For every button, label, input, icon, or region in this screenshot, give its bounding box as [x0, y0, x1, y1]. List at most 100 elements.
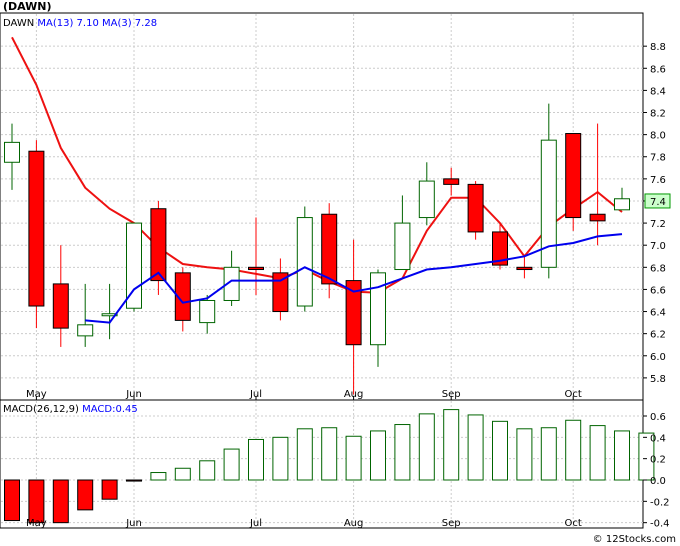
candle-body-down	[321, 213, 338, 285]
price-y-tick-label: 6.4	[650, 308, 666, 319]
macd-bar	[467, 414, 484, 481]
watermark: © 12Stocks.com	[593, 534, 676, 545]
macd-bar	[565, 419, 582, 481]
price-y-tick-label: 8.0	[650, 131, 666, 142]
candle	[150, 200, 167, 295]
candle-body-up	[394, 222, 411, 271]
candle-body-down	[28, 150, 45, 307]
price-x-label: Jul	[249, 389, 262, 400]
candle	[321, 203, 338, 299]
candle-body-down	[150, 208, 167, 282]
last-price-box	[644, 193, 671, 209]
macd-bar	[272, 436, 289, 481]
price-panel: DAWN MA(13) 7.10 MA(3) 7.28 5.8 6.0 6.2 6.4…	[0, 12, 671, 401]
price-y-tick-label: 7.8	[650, 153, 666, 164]
price-x-label: Jun	[125, 389, 142, 400]
candle	[101, 283, 118, 340]
candle	[540, 103, 557, 279]
price-y-tick-label: 6.6	[650, 285, 666, 296]
price-legend-text: DAWN MA(13) 7.10 MA(3) 7.28	[3, 18, 157, 29]
candle	[345, 239, 362, 395]
candle	[418, 162, 435, 226]
candle-body-up	[370, 272, 386, 346]
candle	[443, 167, 460, 196]
macd-bar	[52, 479, 69, 524]
macd-y-tick-label: 0.4	[650, 433, 666, 444]
candle-body-down	[443, 178, 460, 185]
candle	[492, 223, 508, 270]
candle-body-down	[516, 266, 533, 271]
price-x-label: May	[26, 389, 47, 400]
macd-x-label: Jul	[249, 518, 262, 529]
candle-body-down	[52, 283, 69, 329]
price-y-tick-label: 7.2	[650, 219, 666, 230]
macd-panel: MACD(26,12,9) MACD:0.45 -0.4 -0.2 0.0 0.2…	[0, 399, 670, 530]
macd-x-label: Jun	[125, 518, 142, 529]
ma13-line	[85, 233, 623, 324]
macd-x-label: Aug	[344, 518, 364, 529]
macd-y-tick-label: -0.2	[650, 497, 670, 508]
candle-body-down	[345, 280, 362, 346]
macd-bar	[540, 427, 557, 481]
candle	[394, 195, 411, 271]
legend-item-ma-3-: MA(3) 7.28	[99, 18, 157, 29]
macd-bar	[77, 479, 94, 511]
candle	[467, 181, 484, 240]
macd-bar	[443, 409, 460, 481]
candle	[77, 283, 94, 347]
price-y-tick-label: 6.2	[650, 330, 666, 341]
price-x-label: Oct	[565, 389, 582, 400]
candle	[565, 133, 582, 231]
macd-y-tick-label: -0.4	[650, 519, 670, 530]
macd-bar	[321, 427, 338, 481]
price-y-tick-label: 8.8	[650, 42, 666, 53]
price-y-tick-label: 7.0	[650, 241, 666, 252]
price-x-axis: May Jun Jul Aug Sep Oct	[26, 389, 582, 400]
candle-body-up	[614, 198, 630, 211]
candle-body-up	[223, 266, 240, 301]
macd-x-label: Oct	[565, 518, 582, 529]
macd-x-axis: May Jun Jul Aug Sep Oct	[26, 518, 582, 529]
price-y-tick-label: 8.6	[650, 64, 666, 75]
macd-legend-item: MACD(26,12,9)	[3, 404, 79, 415]
candle-body-down	[174, 272, 191, 321]
candle	[174, 267, 191, 332]
ma3-line	[11, 36, 623, 294]
macd-bar	[614, 430, 630, 481]
candle	[272, 258, 289, 321]
candle	[52, 245, 69, 347]
price-x-label: Aug	[344, 389, 364, 400]
macd-legend-text: MACD(26,12,9) MACD:0.45	[3, 404, 138, 415]
candle-body-up	[77, 324, 94, 337]
macd-x-label: May	[26, 518, 47, 529]
candle-body-up	[296, 217, 313, 307]
price-y-axis: 5.8 6.0 6.2 6.4 6.6 6.8 7.0 7.2 7.4 7.6 7.8 8.0 8.2 8…	[643, 42, 671, 385]
macd-bars	[4, 409, 655, 524]
macd-x-label: Sep	[442, 518, 461, 529]
candle-body-up	[101, 313, 118, 317]
macd-bar	[296, 428, 313, 481]
macd-bar	[516, 428, 533, 481]
macd-bar	[248, 438, 264, 481]
macd-legend-item: MACD:0.45	[79, 404, 138, 415]
candle	[296, 206, 313, 312]
macd-bar	[150, 472, 167, 481]
macd-bar	[223, 448, 240, 481]
price-y-tick-label: 8.4	[650, 86, 666, 97]
candle	[370, 269, 386, 367]
candle	[589, 123, 606, 246]
candle-body-down	[467, 183, 484, 233]
candle	[4, 123, 20, 190]
candle	[614, 187, 630, 211]
candle	[248, 217, 264, 295]
ticker-title: (DAWN)	[3, 0, 52, 13]
candle-body-down	[492, 231, 508, 266]
candle	[223, 250, 240, 307]
candle-body-down	[272, 272, 289, 313]
macd-bar	[418, 413, 435, 481]
price-y-tick-label: 6.8	[650, 263, 666, 274]
price-y-tick-label: 5.8	[650, 374, 666, 385]
candle-body-down	[248, 266, 264, 271]
macd-y-axis: -0.4 -0.2 0.0 0.2 0.4 0.6	[643, 412, 670, 530]
